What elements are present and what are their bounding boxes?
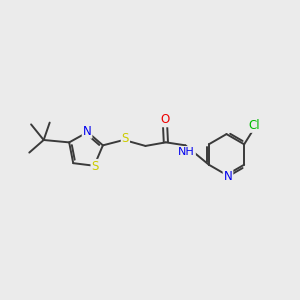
- Text: N: N: [224, 170, 232, 183]
- Text: NH: NH: [178, 147, 195, 157]
- Text: S: S: [92, 160, 99, 173]
- Text: Cl: Cl: [248, 119, 260, 132]
- Text: O: O: [160, 113, 169, 126]
- Text: S: S: [122, 132, 129, 145]
- Text: N: N: [83, 125, 92, 138]
